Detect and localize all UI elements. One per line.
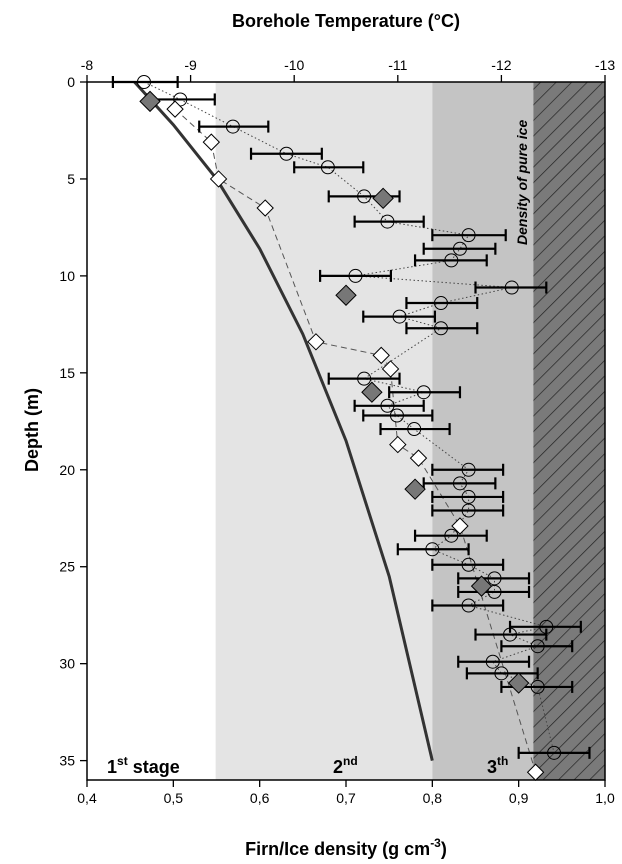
y-tick-label: 30: [59, 656, 75, 672]
temperature-point: [526, 763, 545, 781]
density-point: [461, 489, 476, 504]
density-point: [357, 371, 372, 386]
density-point: [380, 398, 395, 413]
density-point: [416, 385, 431, 400]
density-point: [433, 321, 448, 336]
density-point: [320, 160, 335, 175]
density-point: [357, 189, 372, 204]
mean-density-point: [139, 90, 161, 113]
y-tick-label: 35: [59, 753, 75, 769]
density-point: [461, 598, 476, 613]
y-axis-title: Depth (m): [22, 388, 42, 472]
density-point: [461, 503, 476, 518]
density-point: [461, 462, 476, 477]
density-point: [425, 542, 440, 557]
density-point: [389, 408, 404, 423]
mean-density-point: [470, 575, 493, 597]
stage-1-label: 1st stage: [107, 754, 180, 777]
density-point: [461, 557, 476, 572]
mean-density-point: [404, 478, 426, 500]
density-point: [279, 146, 294, 161]
density-point: [503, 627, 518, 642]
zone-pure-ice-hatched: [533, 82, 605, 780]
pure-ice-label: Density of pure ice: [514, 120, 530, 245]
density-point: [225, 119, 240, 134]
density-point: [444, 528, 459, 543]
x-axis-title: Firn/Ice density (g cm-3): [245, 836, 447, 859]
top-tick-label: -10: [284, 57, 304, 73]
density-point: [485, 654, 500, 669]
markers-layer: [136, 75, 562, 781]
density-point: [461, 228, 476, 243]
density-point: [487, 584, 502, 599]
density-point: [452, 476, 467, 491]
temperature-point: [451, 517, 469, 535]
axes-layer: 0,4 0,5 0,6 0,7 0,8 0,9 1,0 -8 -9 -10 -11 -12 -13 0 5 1…: [59, 57, 615, 806]
model-curve-layer: [133, 80, 434, 761]
density-point: [392, 309, 407, 324]
density-point: [530, 639, 545, 654]
density-point: [380, 214, 395, 229]
y-tick-label: 0: [67, 74, 75, 90]
density-point: [504, 280, 519, 295]
y-tick-label: 15: [59, 365, 75, 381]
x-tick-label: 0,6: [250, 790, 270, 806]
x-tick-label: 0,7: [336, 790, 356, 806]
x-tick-label: 0,5: [164, 790, 184, 806]
top-tick-label: -11: [388, 57, 407, 73]
density-point: [444, 253, 459, 268]
density-point: [433, 296, 448, 311]
top-axis-title: Borehole Temperature (°C): [232, 11, 460, 31]
x-tick-label: 1,0: [595, 790, 615, 806]
top-tick-label: -13: [595, 57, 615, 73]
stage-2-label: 2nd: [333, 754, 358, 777]
x-tick-label: 0,8: [423, 790, 443, 806]
zone-second-stage: [215, 82, 433, 780]
density-point: [407, 422, 422, 437]
y-tick-label: 10: [59, 268, 75, 284]
top-tick-label: -8: [81, 57, 94, 73]
density-point: [348, 268, 363, 283]
top-tick-label: -12: [491, 57, 511, 73]
density-point: [530, 679, 545, 694]
y-tick-label: 25: [59, 559, 75, 575]
temperature-point: [307, 333, 325, 351]
density-point: [494, 666, 509, 681]
density-point: [136, 75, 151, 89]
density-point: [452, 241, 467, 256]
temperature-point: [202, 133, 221, 151]
top-tick-label: -9: [184, 57, 197, 73]
temperature-point: [256, 199, 274, 217]
x-tick-label: 0,4: [77, 790, 97, 806]
mean-density-point: [372, 187, 394, 210]
y-tick-label: 5: [67, 171, 75, 187]
stage-3-label: 3th: [487, 754, 508, 777]
density-point: [487, 571, 502, 586]
temperature-point: [209, 170, 228, 188]
temperature-point: [166, 100, 184, 118]
temperature-point: [372, 346, 390, 365]
x-tick-label: 0,9: [509, 790, 529, 806]
density-point: [547, 745, 562, 760]
mean-density-point: [507, 672, 530, 694]
temperature-point: [381, 360, 400, 378]
temperature-point: [409, 449, 428, 467]
error-bars-layer: [111, 76, 591, 759]
mean-density-point: [361, 381, 383, 403]
y-tick-label: 20: [59, 462, 75, 478]
model-density-curve: [133, 80, 434, 761]
mean-density-point: [335, 284, 357, 306]
density-point: [539, 619, 554, 634]
temperature-point: [389, 435, 407, 454]
